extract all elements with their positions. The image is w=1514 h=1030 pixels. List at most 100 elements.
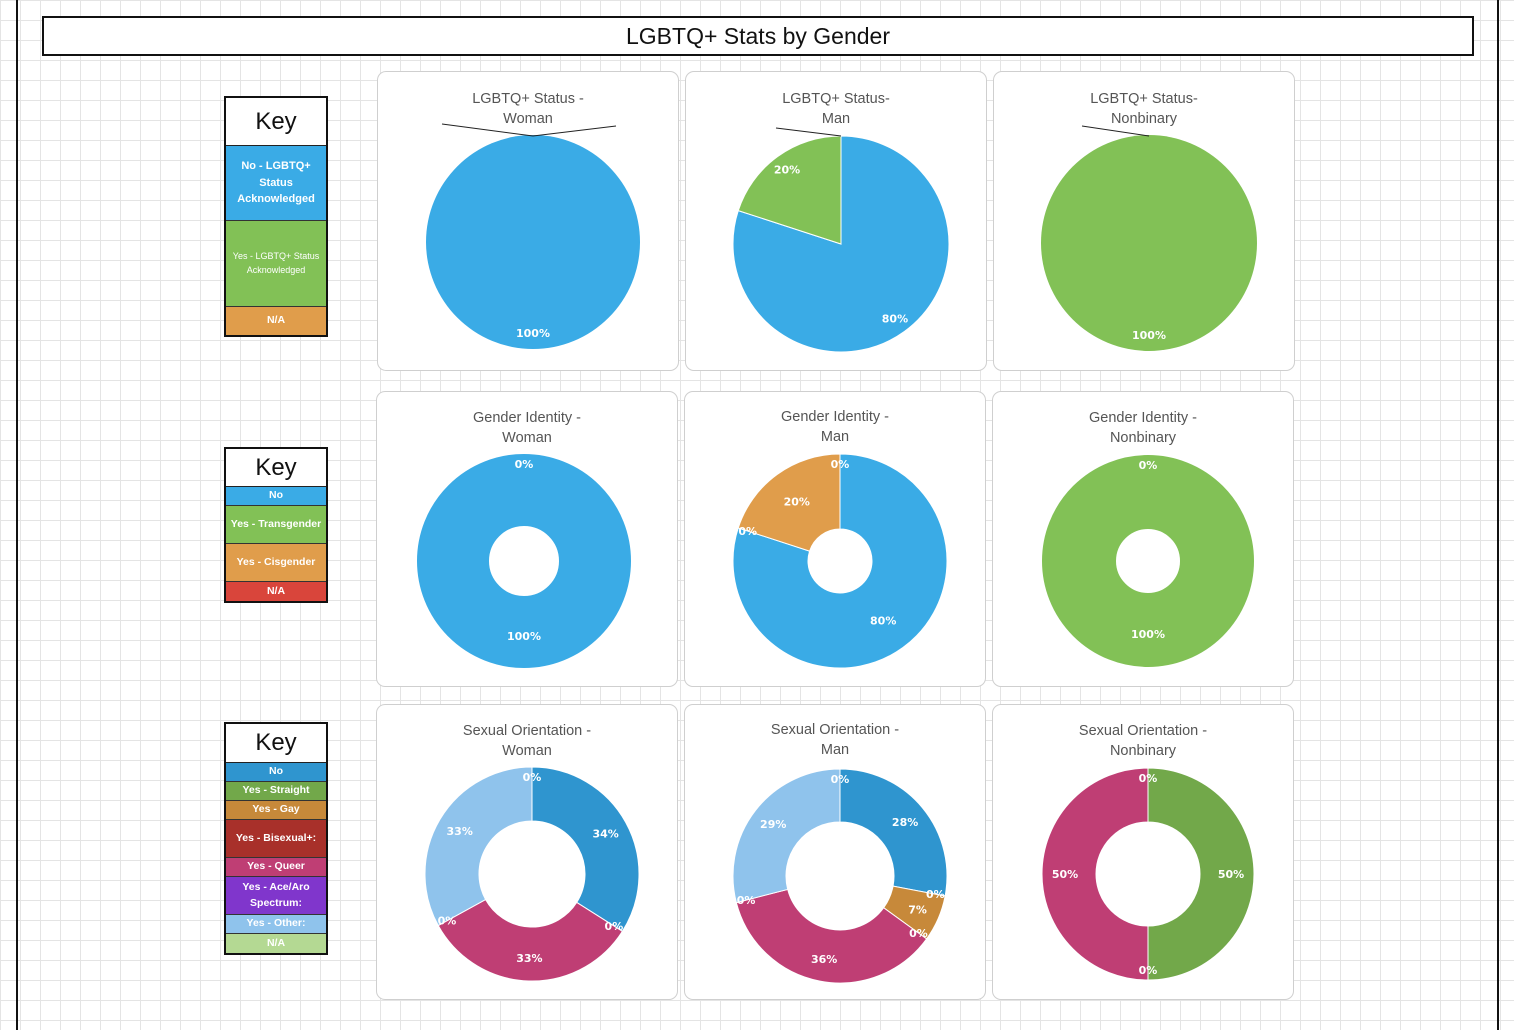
data-label: 0% xyxy=(1139,459,1158,472)
key-item: Yes - Queer xyxy=(226,858,326,877)
data-label: 36% xyxy=(811,953,837,966)
dashboard-title: LGBTQ+ Stats by Gender xyxy=(42,16,1474,56)
chart-card-sexual-orientation-man: Sexual Orientation - Man 28% 0% 7% 0% 36% 0% 2… xyxy=(684,704,986,1000)
chart-title-line: Nonbinary xyxy=(1109,743,1177,759)
data-label: 100% xyxy=(507,630,541,643)
chart-card-lgbtq-status-man: LGBTQ+ Status- Man 80% 20% xyxy=(685,71,987,371)
data-label: 0% xyxy=(831,773,850,786)
key-item: Yes - Gay xyxy=(226,801,326,820)
chart-title-line: LGBTQ+ Status- xyxy=(1090,91,1198,107)
chart-title-line: LGBTQ+ Status- xyxy=(782,91,890,107)
donut-chart: 100% 0% xyxy=(1042,455,1254,667)
chart-title-line: Nonbinary xyxy=(1110,111,1178,127)
pie-slice xyxy=(1041,767,1149,981)
data-label: 0% xyxy=(738,525,757,538)
chart-title-line: Woman xyxy=(503,111,553,127)
dashboard-title-text: LGBTQ+ Stats by Gender xyxy=(626,22,890,49)
chart-title-line: Man xyxy=(821,111,851,127)
key-item: N/A xyxy=(226,582,326,601)
pie-slice xyxy=(1147,767,1255,981)
key-item: N/A xyxy=(226,934,326,953)
leader-line xyxy=(775,127,842,137)
pie-slice xyxy=(426,135,640,349)
data-label: 100% xyxy=(1131,628,1165,641)
chart-title-line: Woman xyxy=(502,743,552,759)
data-label: 20% xyxy=(774,164,800,177)
key-item: N/A xyxy=(226,307,326,335)
chart-title-line: Sexual Orientation - xyxy=(1078,723,1208,739)
leader-line xyxy=(441,123,534,137)
chart-title: Sexual Orientation - Woman xyxy=(377,721,677,761)
data-label: 33% xyxy=(447,825,473,838)
chart-title: Gender Identity - Man xyxy=(685,407,985,447)
pie-slice xyxy=(417,454,631,668)
chart-title-line: Nonbinary xyxy=(1109,430,1177,446)
data-label: 0% xyxy=(515,458,534,471)
data-label: 0% xyxy=(438,915,457,928)
data-label: 28% xyxy=(892,816,918,829)
pie-chart: 100% xyxy=(426,123,640,349)
chart-title: Gender Identity - Nonbinary xyxy=(993,408,1293,448)
chart-title-line: Man xyxy=(820,742,850,758)
left-border-line xyxy=(16,0,18,1030)
key-item: No - LGBTQ+ Status Acknowledged xyxy=(226,146,326,221)
donut-chart: 28% 0% 7% 0% 36% 0% 29% 0% xyxy=(732,768,948,984)
key-sexual-orientation: Key No Yes - Straight Yes - Gay Yes - Bi… xyxy=(224,722,328,955)
chart-card-sexual-orientation-nonbinary: Sexual Orientation - Nonbinary 50% 0% 50% 0… xyxy=(992,704,1294,1000)
key-lgbtq-status: Key No - LGBTQ+ Status Acknowledged Yes … xyxy=(224,96,328,337)
data-label: 0% xyxy=(1139,964,1158,977)
chart-card-gender-identity-woman: Gender Identity - Woman 100% 0% xyxy=(376,391,678,687)
chart-title-line: Woman xyxy=(502,430,552,446)
data-label: 0% xyxy=(909,927,928,940)
key-item: Yes - Straight xyxy=(226,782,326,801)
donut-chart: 34% 0% 33% 0% 33% 0% xyxy=(424,766,640,982)
pie-slice xyxy=(732,768,841,904)
chart-card-lgbtq-status-nonbinary: LGBTQ+ Status- Nonbinary 100% xyxy=(993,71,1295,371)
key-item: Yes - Other: xyxy=(226,915,326,934)
chart-card-sexual-orientation-woman: Sexual Orientation - Woman 34% 0% 33% 0% 33%… xyxy=(376,704,678,1000)
chart-title-line: Sexual Orientation - xyxy=(770,722,900,738)
key-item: No xyxy=(226,487,326,506)
key-item: Yes - Ace/Aro Spectrum: xyxy=(226,877,326,915)
pie-slice xyxy=(839,768,948,897)
donut-chart: 100% 0% xyxy=(417,454,631,668)
key-item: Yes - Cisgender xyxy=(226,544,326,582)
chart-title-line: Gender Identity - xyxy=(473,410,581,426)
pie-chart: 100% xyxy=(1041,125,1257,351)
key-title: Key xyxy=(226,98,326,146)
donut-chart: 80% 0% 20% 0% xyxy=(732,453,948,669)
donut-chart: 50% 0% 50% 0% xyxy=(1041,767,1255,981)
pie-slice xyxy=(437,898,624,982)
data-label: 0% xyxy=(831,458,850,471)
data-label: 100% xyxy=(1132,329,1166,342)
pie-slice xyxy=(531,766,640,933)
pie-slice xyxy=(737,135,842,245)
pie-slice xyxy=(732,453,948,669)
data-label: 29% xyxy=(760,818,786,831)
data-label: 33% xyxy=(516,952,542,965)
pie-slice xyxy=(735,888,928,984)
data-label: 80% xyxy=(882,312,908,325)
data-label: 0% xyxy=(605,920,624,933)
chart-title: Sexual Orientation - Nonbinary xyxy=(993,721,1293,761)
leader-line xyxy=(532,125,617,137)
chart-card-lgbtq-status-woman: LGBTQ+ Status - Woman 100% xyxy=(377,71,679,371)
data-label: 7% xyxy=(908,904,927,917)
leader-line xyxy=(1081,125,1150,137)
data-label: 0% xyxy=(737,894,756,907)
chart-title: Sexual Orientation - Man xyxy=(685,720,985,760)
data-label: 0% xyxy=(1139,772,1158,785)
right-border-line xyxy=(1497,0,1499,1030)
pie-slice xyxy=(424,766,533,927)
data-label: 34% xyxy=(592,828,618,841)
chart-title-line: Gender Identity - xyxy=(781,409,889,425)
data-label: 100% xyxy=(516,327,550,340)
data-label: 50% xyxy=(1052,868,1078,881)
key-item: No xyxy=(226,763,326,782)
pie-slice xyxy=(1041,135,1257,351)
data-label: 50% xyxy=(1218,868,1244,881)
chart-title-line: Man xyxy=(820,429,850,445)
chart-title: LGBTQ+ Status- Man xyxy=(686,89,986,129)
chart-title: Gender Identity - Woman xyxy=(377,408,677,448)
key-item: Yes - Transgender xyxy=(226,506,326,544)
